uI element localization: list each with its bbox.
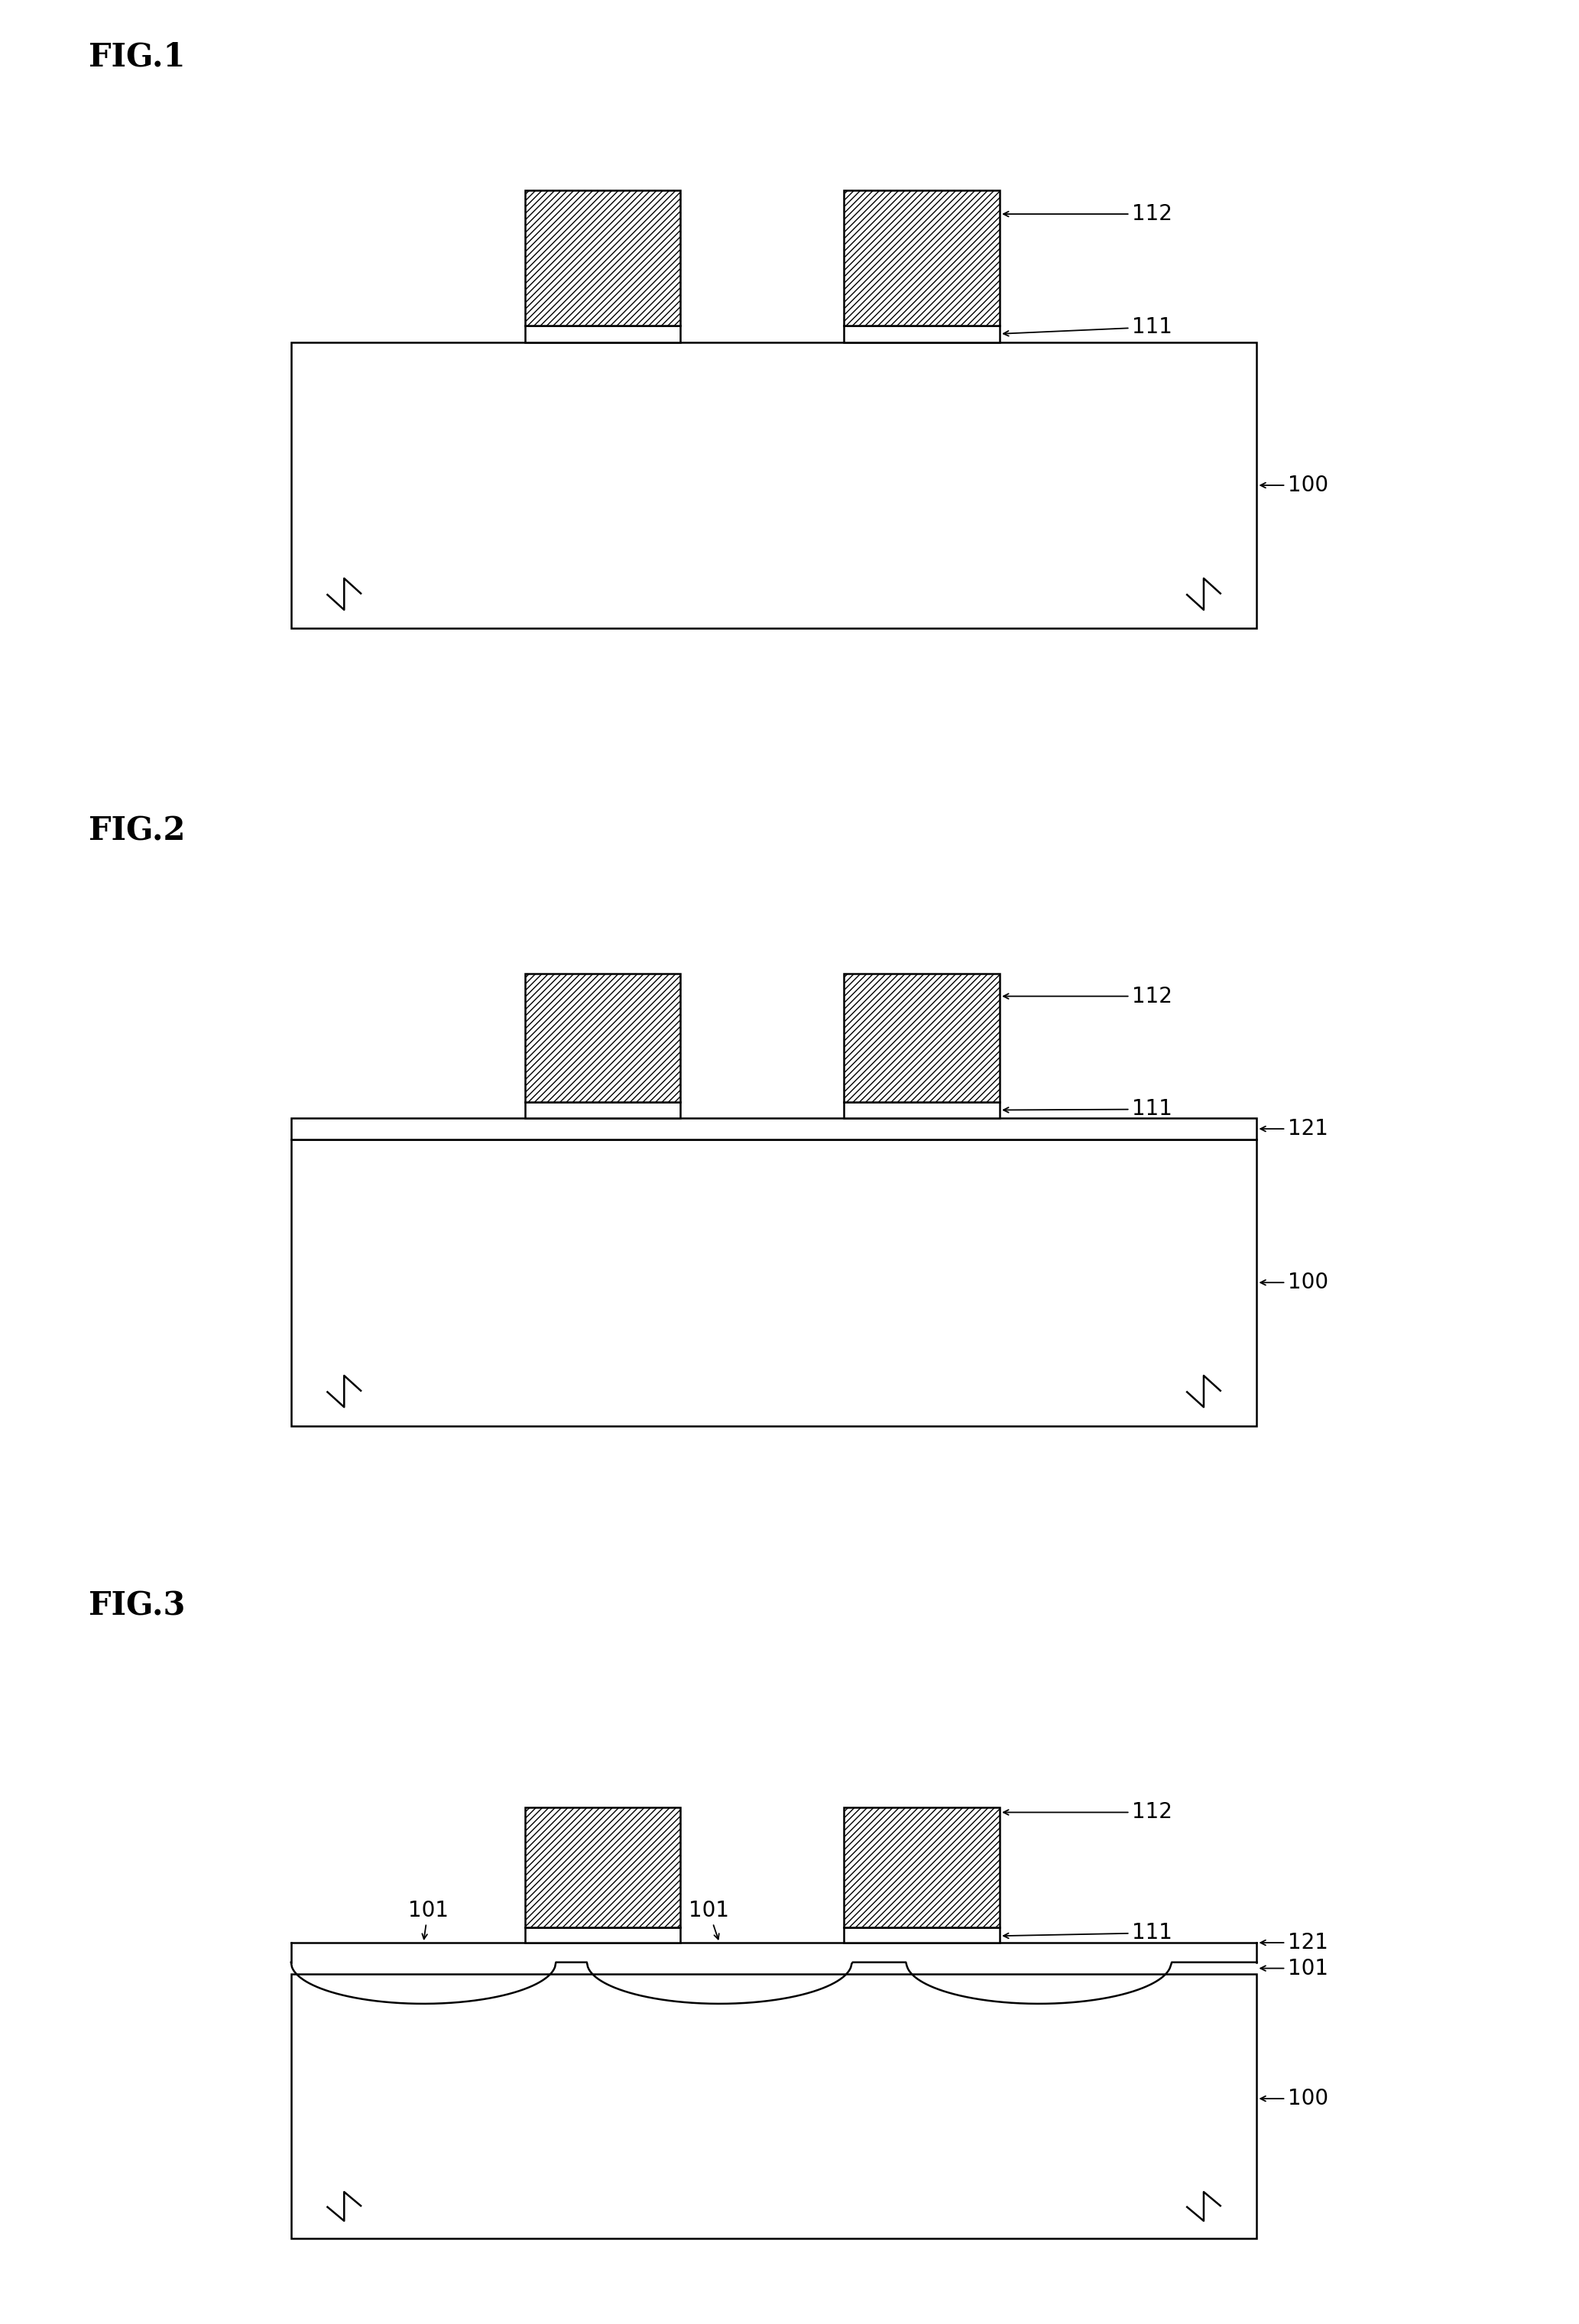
Text: 121: 121 — [1260, 1931, 1328, 1954]
Text: 112: 112 — [1004, 1801, 1173, 1822]
Text: FIG.3: FIG.3 — [88, 1590, 185, 1622]
Bar — [845, 1808, 1000, 1927]
Text: 100: 100 — [1260, 474, 1328, 495]
Text: 111: 111 — [1004, 1922, 1173, 1943]
Text: 101: 101 — [688, 1899, 729, 1938]
Text: 111: 111 — [1004, 1099, 1173, 1120]
Bar — [524, 325, 681, 342]
Text: 101: 101 — [407, 1899, 448, 1938]
Text: 112: 112 — [1004, 202, 1173, 225]
Text: 100: 100 — [1260, 2087, 1328, 2110]
Bar — [524, 1102, 681, 1118]
Bar — [291, 1139, 1257, 1425]
Bar — [524, 1927, 681, 1943]
Bar — [524, 974, 681, 1102]
Bar — [845, 325, 1000, 342]
Bar — [291, 342, 1257, 627]
Bar — [524, 191, 681, 325]
Text: FIG.2: FIG.2 — [88, 816, 185, 848]
Bar — [845, 974, 1000, 1102]
Text: 101: 101 — [1260, 1957, 1328, 1980]
Bar — [845, 1927, 1000, 1943]
Text: 111: 111 — [1004, 316, 1173, 337]
Text: FIG.1: FIG.1 — [88, 42, 185, 72]
Bar — [524, 1808, 681, 1927]
Text: 100: 100 — [1260, 1271, 1328, 1292]
Bar — [291, 1118, 1257, 1139]
Bar — [291, 1975, 1257, 2238]
Bar — [845, 191, 1000, 325]
Bar — [845, 1102, 1000, 1118]
Text: 121: 121 — [1260, 1118, 1328, 1139]
Text: 112: 112 — [1004, 985, 1173, 1006]
